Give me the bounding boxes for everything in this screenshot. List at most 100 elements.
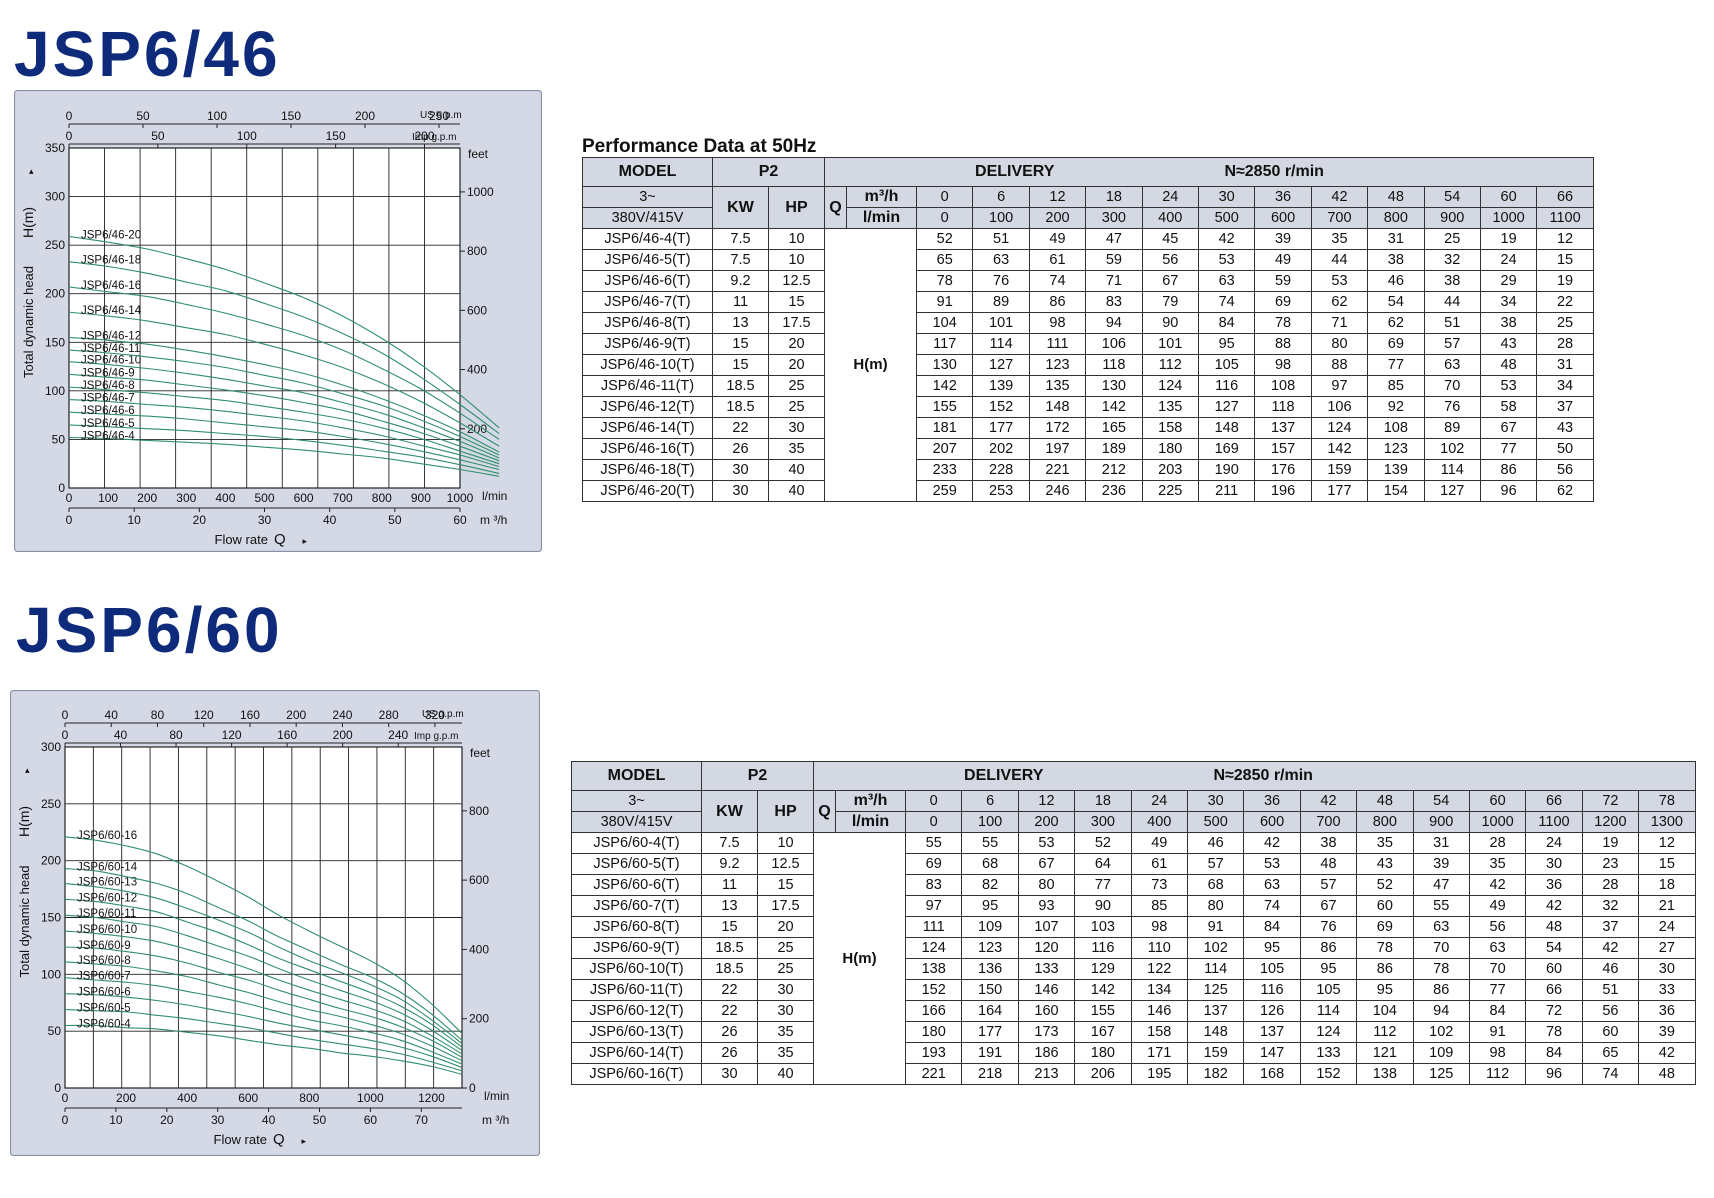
head-value-cell: 39 — [1638, 1021, 1696, 1043]
head-value-cell: 135 — [1028, 375, 1087, 397]
head-value-cell: 138 — [1356, 1063, 1414, 1085]
head-value-cell: 35 — [1468, 853, 1527, 875]
head-value-cell: 76 — [1299, 916, 1358, 938]
head-value-cell: 159 — [1310, 459, 1369, 481]
impgpm-tick-label: 100 — [237, 129, 257, 143]
hp-cell: 30 — [767, 417, 826, 439]
head-value-cell: 12 — [1638, 832, 1696, 854]
delivery-label: DELIVERY — [975, 163, 1055, 180]
series-label: JSP6/60-13 — [77, 876, 137, 888]
head-value-cell: 28 — [1581, 874, 1640, 896]
head-value-cell: 63 — [1423, 354, 1481, 376]
table-header-row: 380V/415V l/min 0 100 200 300 400 500 600 700 800 9… — [571, 811, 1696, 833]
head-value-cell: 55 — [961, 832, 1019, 854]
model-cell: JSP6/60-6(T) — [571, 874, 702, 896]
flow-lmin-cell: 300 — [1074, 811, 1132, 833]
hp-cell: 20 — [767, 333, 826, 355]
voltage-line-2: 380V/415V — [571, 811, 702, 833]
feet-tick-label: 800 — [467, 244, 487, 258]
head-value-cell: 56 — [1581, 1000, 1640, 1022]
flow-m3h-cell: 24 — [1141, 186, 1199, 208]
kw-cell: 15 — [712, 354, 769, 376]
head-value-cell: 181 — [916, 417, 974, 439]
head-value-cell: 56 — [1468, 916, 1527, 938]
head-value-cell: 177 — [961, 1021, 1019, 1043]
head-value-cell: 207 — [916, 438, 974, 460]
table-row: JSP6/60-4(T) 7.5 10 H(m) 55 55 53 52 49 46 42 38 35 3… — [571, 832, 1696, 1085]
head-value-cell: 154 — [1367, 480, 1425, 502]
series-label: JSP6/46-7 — [81, 393, 135, 405]
hp-cell: 40 — [767, 459, 826, 481]
head-value-cell: 165 — [1085, 417, 1143, 439]
impgpm-tick-label: 40 — [114, 728, 128, 742]
head-value-cell: 49 — [1028, 228, 1087, 250]
head-value-cell: 233 — [916, 459, 974, 481]
head-value-cell: 120 — [1017, 937, 1076, 959]
head-value-cell: 86 — [1299, 937, 1358, 959]
series-label: JSP6/46-11 — [81, 343, 140, 355]
table-row: JSP6/46-16(T) 26 35 207 202 197 189 180 169 157 14… — [582, 438, 1594, 460]
head-value-cell: 98 — [1468, 1042, 1527, 1064]
hp-cell: 17.5 — [756, 895, 815, 917]
m3h-tick-label: 20 — [160, 1113, 174, 1127]
delivery-label: DELIVERY — [964, 767, 1044, 784]
head-value-cell: 97 — [905, 895, 963, 917]
head-value-cell: 15 — [1536, 249, 1594, 271]
flow-lmin-cell: 1000 — [1479, 207, 1538, 229]
hp-cell: 40 — [756, 1063, 815, 1085]
head-value-cell: 202 — [972, 438, 1030, 460]
head-value-cell: 82 — [961, 874, 1019, 896]
kw-header: KW — [701, 790, 758, 833]
m3h-unit-header: m³/h — [846, 186, 918, 208]
kw-cell: 22 — [712, 417, 769, 439]
series-curve-jsp6-46-5 — [68, 424, 500, 474]
series-curve-jsp6-46-9 — [68, 373, 500, 462]
head-value-cell: 90 — [1141, 312, 1199, 334]
model-cell: JSP6/46-5(T) — [582, 249, 713, 271]
hp-cell: 20 — [767, 354, 826, 376]
head-value-cell: 166 — [905, 1000, 963, 1022]
y-tick-label: 100 — [41, 967, 61, 981]
series-curve-jsp6-60-16 — [64, 836, 463, 1034]
lmin-unit-header: l/min — [835, 811, 907, 833]
head-value-cell: 129 — [1074, 958, 1132, 980]
head-value-cell: 98 — [1028, 312, 1087, 334]
flow-m3h-cell: 78 — [1638, 790, 1696, 812]
head-value-cell: 64 — [1074, 853, 1132, 875]
head-value-cell: 171 — [1130, 1042, 1188, 1064]
model-cell: JSP6/60-16(T) — [571, 1063, 702, 1085]
head-value-cell: 22 — [1536, 291, 1594, 313]
usgpm-tick-label: 200 — [286, 708, 306, 722]
kw-cell: 15 — [701, 916, 758, 938]
y-tick-label: 200 — [41, 854, 61, 868]
kw-cell: 22 — [701, 979, 758, 1001]
head-value-cell: 124 — [1141, 375, 1199, 397]
head-value-cell: 28 — [1468, 832, 1527, 854]
table-row: JSP6/60-11(T) 22 30 152 150 146 142 134 125 116 10… — [571, 979, 1696, 1001]
flow-m3h-cell: 0 — [905, 790, 963, 812]
table-row: JSP6/46-8(T) 13 17.5 104 101 98 94 90 84 78 71 62 51… — [582, 312, 1594, 334]
hp-cell: 15 — [767, 291, 826, 313]
head-value-cell: 50 — [1536, 438, 1594, 460]
head-value-cell: 48 — [1638, 1063, 1696, 1085]
head-value-cell: 127 — [1197, 396, 1256, 418]
head-value-cell: 123 — [1028, 354, 1087, 376]
flow-m3h-cell: 60 — [1479, 186, 1538, 208]
lmin-tick-label: 400 — [177, 1091, 197, 1105]
model-cell: JSP6/46-7(T) — [582, 291, 713, 313]
y-tick-label: 50 — [52, 432, 66, 446]
flow-lmin-cell: 1200 — [1581, 811, 1640, 833]
head-value-cell: 221 — [1028, 459, 1087, 481]
series-curve-jsp6-60-10 — [64, 930, 463, 1055]
head-value-cell: 53 — [1479, 375, 1538, 397]
head-value-cell: 48 — [1479, 354, 1538, 376]
flow-lmin-cell: 500 — [1186, 811, 1245, 833]
head-value-cell: 92 — [1367, 396, 1425, 418]
hp-cell: 35 — [767, 438, 826, 460]
head-value-cell: 206 — [1074, 1063, 1132, 1085]
head-value-cell: 31 — [1412, 832, 1470, 854]
usgpm-tick-label: 320 — [425, 708, 445, 722]
